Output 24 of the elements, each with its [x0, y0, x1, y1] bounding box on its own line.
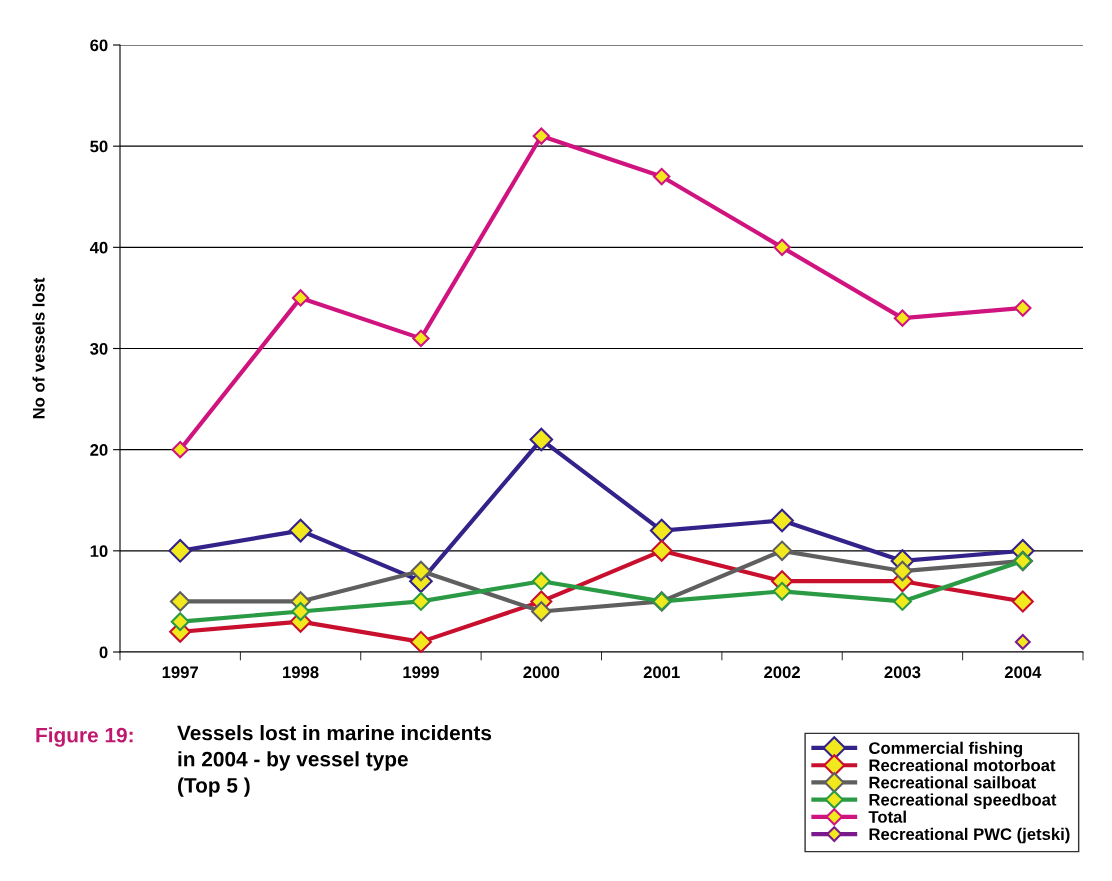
- x-tick-label: 1998: [283, 666, 319, 679]
- y-tick-label: 40: [89, 241, 108, 254]
- caption: Figure 19:: [36, 727, 133, 747]
- y-tick-label: 50: [90, 140, 108, 153]
- x-tick-label: 2002: [764, 666, 800, 679]
- y-tick-label: 30: [90, 342, 108, 355]
- y-axis-title: No of vessels lost: [32, 277, 45, 419]
- legend-label: Recreational sailboat: [869, 776, 1036, 789]
- y-tick-label: 60: [90, 39, 108, 52]
- x-tick-label: 2003: [884, 666, 921, 679]
- legend-label: Total: [868, 810, 906, 823]
- x-tick-label: 2001: [643, 666, 680, 679]
- x-tick-label: 2000: [523, 666, 560, 679]
- x-tick-label: 2004: [1004, 666, 1042, 679]
- y-tick-label: 20: [90, 444, 108, 456]
- legend-label: Recreational speedboat: [869, 793, 1057, 809]
- x-tick-label: 1997: [162, 666, 198, 679]
- text: Vessels lost in marine incidents in 2004 - by vessel type (Top 5 ): [177, 725, 492, 797]
- y-tick-label: 10: [90, 545, 108, 558]
- legend-label: Recreational motorboat: [869, 758, 1056, 772]
- x-tick-label: 1999: [403, 666, 439, 679]
- y-tick-label: 0: [99, 646, 108, 659]
- legend-label: Recreational PWC (jetski): [869, 827, 1070, 844]
- legend-label: Commercial fishing: [869, 741, 1022, 758]
